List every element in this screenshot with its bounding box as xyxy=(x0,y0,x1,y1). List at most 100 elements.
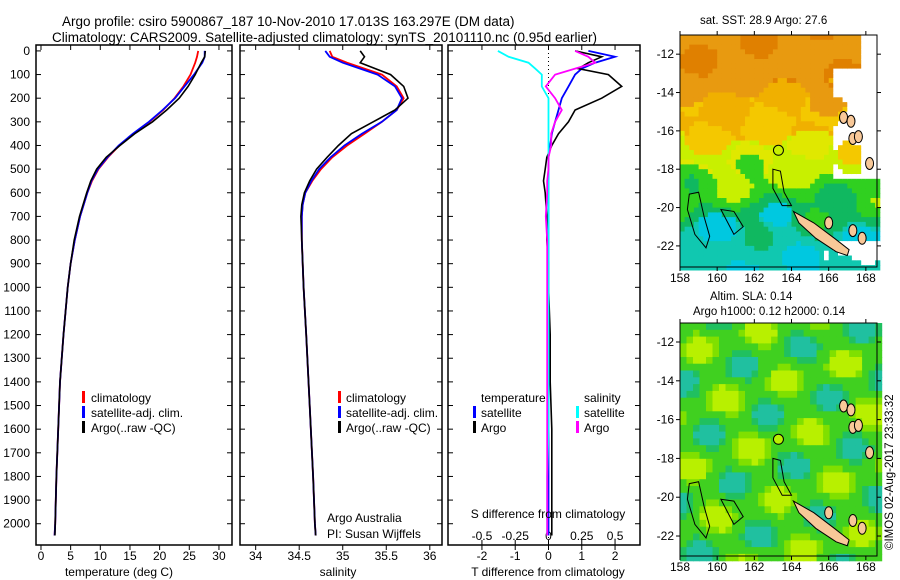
map-cell xyxy=(796,135,802,142)
map-cell xyxy=(763,207,769,213)
map-cell xyxy=(865,236,871,242)
map-cell xyxy=(719,363,727,372)
map-cell xyxy=(833,73,839,79)
map-cell xyxy=(782,221,788,228)
map-cell xyxy=(819,59,825,65)
map-cell xyxy=(732,336,740,344)
map-cell xyxy=(735,78,741,84)
map-cell xyxy=(824,126,830,132)
map-cell xyxy=(865,68,871,74)
map-cell xyxy=(814,169,820,175)
map-cell xyxy=(693,198,700,204)
map-cell xyxy=(833,198,839,204)
map-cell xyxy=(791,255,797,261)
map-cell xyxy=(777,73,783,79)
map-cell xyxy=(721,150,727,156)
map-cell xyxy=(797,472,805,480)
map-cell xyxy=(735,236,741,242)
map-cell xyxy=(768,193,774,199)
map-cell xyxy=(763,212,769,218)
map-cell xyxy=(836,438,844,446)
map-cell xyxy=(745,526,753,535)
map-cell xyxy=(842,49,848,55)
map-cell xyxy=(758,458,766,467)
map-cell xyxy=(751,492,759,501)
map-cell xyxy=(875,479,883,487)
map-cell xyxy=(875,198,881,204)
map-cell xyxy=(847,63,853,70)
map-cell xyxy=(865,116,871,122)
map-cell xyxy=(726,250,732,257)
map-cell xyxy=(698,106,704,113)
map-cell xyxy=(707,202,714,209)
map-cell xyxy=(768,202,774,209)
map-cell xyxy=(754,159,760,165)
map-cell xyxy=(784,411,792,419)
map-cell xyxy=(680,188,686,194)
map-cell xyxy=(875,87,881,94)
map-cell xyxy=(797,384,805,392)
map-cell xyxy=(707,260,714,266)
map-cell xyxy=(717,236,723,242)
map-cell xyxy=(784,370,792,378)
map-cell xyxy=(763,154,769,161)
map-cell xyxy=(680,465,688,473)
map-cell xyxy=(740,226,746,233)
map-cell xyxy=(819,44,825,50)
map-cell xyxy=(838,126,844,132)
map-cell xyxy=(745,472,753,480)
map-cell xyxy=(814,221,820,228)
island xyxy=(848,513,858,527)
map-cell xyxy=(735,92,741,98)
map-cell xyxy=(735,178,741,185)
map-cell xyxy=(797,329,805,338)
map-cell xyxy=(851,78,858,84)
map-cell xyxy=(693,404,701,412)
map-cell xyxy=(856,221,862,228)
map-cell xyxy=(865,188,871,194)
map-cell xyxy=(699,329,707,338)
map-cell xyxy=(726,106,732,113)
map-cell xyxy=(738,397,746,406)
map-cell xyxy=(772,226,779,233)
map-cell xyxy=(805,135,811,142)
map-cell xyxy=(712,106,718,113)
island xyxy=(846,114,856,128)
map-cell xyxy=(763,250,769,257)
map-cell xyxy=(855,465,863,473)
map-cell xyxy=(800,164,806,170)
map-cell xyxy=(828,174,834,180)
map-cell xyxy=(847,174,853,180)
map-cell xyxy=(721,164,727,170)
map-cell xyxy=(745,49,751,55)
map-cell xyxy=(870,154,876,161)
map-cell xyxy=(759,111,765,118)
map-cell xyxy=(738,519,746,528)
map-cell xyxy=(828,207,834,213)
map-cell xyxy=(731,106,737,113)
map-cell xyxy=(703,97,709,103)
map-cell xyxy=(707,73,714,79)
map-cell xyxy=(740,97,746,103)
map-cell xyxy=(816,350,824,358)
map-cell xyxy=(800,92,806,98)
map-cell xyxy=(707,154,714,161)
map-cell xyxy=(796,39,802,46)
map-cell xyxy=(698,221,704,228)
map-cell xyxy=(796,126,802,132)
map-cell xyxy=(796,35,802,41)
map-cell xyxy=(836,357,844,365)
map-cell xyxy=(790,329,798,338)
map-cell xyxy=(754,202,760,209)
map-cell xyxy=(842,323,850,331)
map-cell xyxy=(862,438,870,446)
map-cell xyxy=(824,54,830,60)
map-cell xyxy=(842,458,850,467)
map-cell xyxy=(810,506,818,514)
map-cell xyxy=(698,44,704,50)
map-cell xyxy=(735,97,741,103)
map-cell xyxy=(712,226,718,233)
map-cell xyxy=(731,130,737,137)
map-cell xyxy=(855,397,863,406)
map-cell xyxy=(768,49,774,55)
